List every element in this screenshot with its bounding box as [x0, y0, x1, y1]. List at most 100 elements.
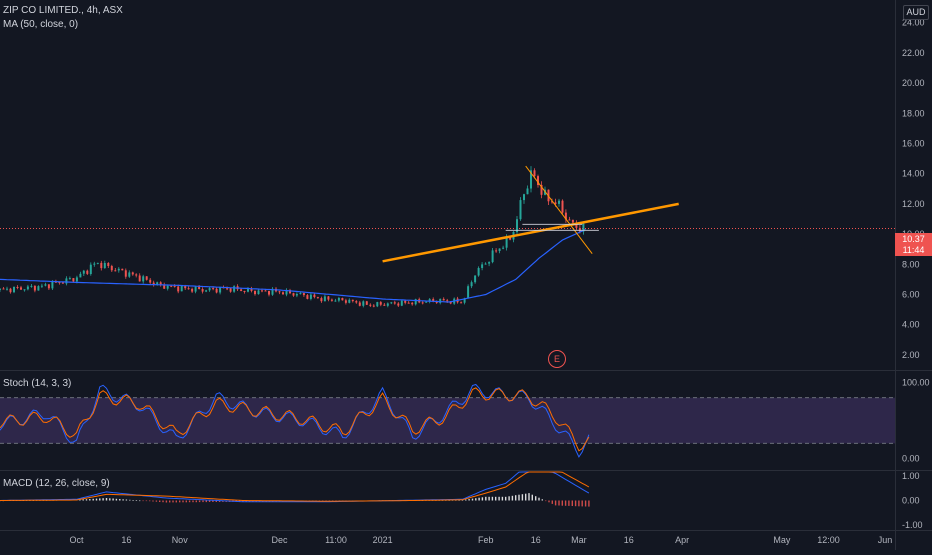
price-axis-label: 2.00	[902, 350, 920, 360]
candle-body	[215, 288, 218, 293]
macd-histogram-bar	[495, 496, 497, 501]
macd-histogram-bar	[584, 500, 587, 507]
candle-body	[460, 302, 463, 304]
candle-body	[376, 302, 379, 307]
candle-body	[156, 282, 159, 285]
time-axis-label: 12:00	[817, 535, 840, 545]
macd-histogram-bar	[192, 500, 194, 503]
price-axis-label: 4.00	[902, 320, 920, 330]
price-axis-label: 8.00	[902, 259, 920, 269]
time-axis-label: Mar	[571, 535, 587, 545]
candle-body	[442, 298, 445, 301]
candle-body	[502, 247, 505, 249]
candle-body	[414, 299, 417, 305]
candle-body	[316, 297, 319, 299]
stoch-axis-label: 100.00	[902, 377, 930, 387]
macd-histogram-bar	[491, 496, 494, 501]
candle-body	[530, 170, 532, 189]
candle-body	[292, 293, 295, 296]
candle-body	[351, 299, 354, 302]
candle-body	[463, 298, 466, 303]
macd-histogram-bar	[215, 500, 217, 502]
macd-histogram-bar	[465, 499, 467, 501]
candle-body	[79, 273, 82, 278]
candle-body	[323, 296, 326, 302]
candle-body	[65, 278, 68, 284]
candle-body	[9, 288, 12, 293]
candle-body	[37, 286, 40, 291]
candle-body	[421, 302, 424, 304]
macd-histogram-bar	[139, 500, 141, 502]
candle-body	[299, 293, 302, 295]
candle-body	[142, 276, 145, 282]
candle-body	[449, 301, 452, 304]
candle-body	[219, 287, 222, 293]
macd-histogram-bar	[99, 498, 101, 501]
candle-body	[295, 294, 298, 296]
macd-histogram-bar	[105, 498, 108, 501]
macd-line	[0, 471, 590, 503]
stoch-legend[interactable]: Stoch (14, 3, 3)	[3, 378, 72, 389]
candle-body	[114, 270, 117, 272]
macd-axis-label: -1.00	[902, 520, 923, 530]
candle-body	[145, 276, 148, 280]
candle-body	[397, 303, 400, 306]
earnings-marker[interactable]: E	[548, 350, 566, 368]
candle-body	[250, 288, 253, 291]
signal-line	[0, 471, 590, 502]
currency-badge[interactable]: AUD	[903, 5, 929, 20]
macd-histogram-bar	[468, 499, 470, 501]
symbol-legend[interactable]: ZIP CO LIMITED., 4h, ASX	[3, 5, 123, 16]
candle-body	[13, 287, 15, 293]
time-axis-label: Dec	[271, 535, 288, 545]
time-axis-label: Feb	[478, 535, 494, 545]
macd-histogram-bar	[188, 500, 191, 503]
candle-body	[208, 288, 211, 291]
candle-body	[365, 301, 368, 305]
candle-body	[327, 296, 330, 300]
price-axis-label: 12.00	[902, 199, 925, 209]
candle-body	[254, 290, 256, 295]
candle-body	[372, 305, 375, 307]
candle-body	[313, 294, 316, 298]
macd-histogram-bar	[205, 500, 207, 503]
ma-legend[interactable]: MA (50, close, 0)	[3, 19, 79, 30]
macd-histogram-bar	[548, 500, 550, 503]
macd-histogram-bar	[571, 500, 573, 506]
candle-body	[201, 289, 204, 292]
macd-histogram-bar	[568, 500, 570, 506]
candle-body	[495, 250, 498, 252]
candle-body	[282, 292, 284, 295]
candle-body	[348, 299, 351, 303]
macd-histogram-bar	[554, 500, 557, 506]
candle-body	[439, 298, 442, 303]
candle-body	[474, 275, 477, 283]
macd-histogram-bar	[212, 500, 214, 502]
candle-body	[393, 302, 396, 304]
macd-histogram-bar	[518, 494, 520, 501]
stoch-band	[0, 397, 895, 444]
macd-histogram-bar	[112, 498, 114, 501]
macd-histogram-bar	[578, 500, 580, 507]
time-axis-label: May	[773, 535, 791, 545]
candle-body	[432, 299, 435, 302]
candle-body	[320, 298, 323, 302]
candle-body	[191, 288, 194, 292]
candle-body	[582, 223, 585, 232]
macd-histogram-bar	[155, 500, 158, 502]
macd-histogram-bar	[142, 500, 144, 502]
price-axis-label: 22.00	[902, 48, 925, 58]
macd-histogram-bar	[528, 493, 530, 501]
candle-body	[173, 285, 176, 287]
macd-legend[interactable]: MACD (12, 26, close, 9)	[3, 478, 110, 489]
macd-histogram-bar	[551, 500, 553, 504]
candle-body	[2, 288, 5, 290]
candle-body	[23, 289, 26, 291]
candle-body	[484, 263, 487, 265]
macd-histogram-bar	[85, 499, 88, 501]
candle-body	[278, 291, 281, 293]
candle-body	[306, 295, 309, 299]
price-axis-label: 18.00	[902, 108, 925, 118]
